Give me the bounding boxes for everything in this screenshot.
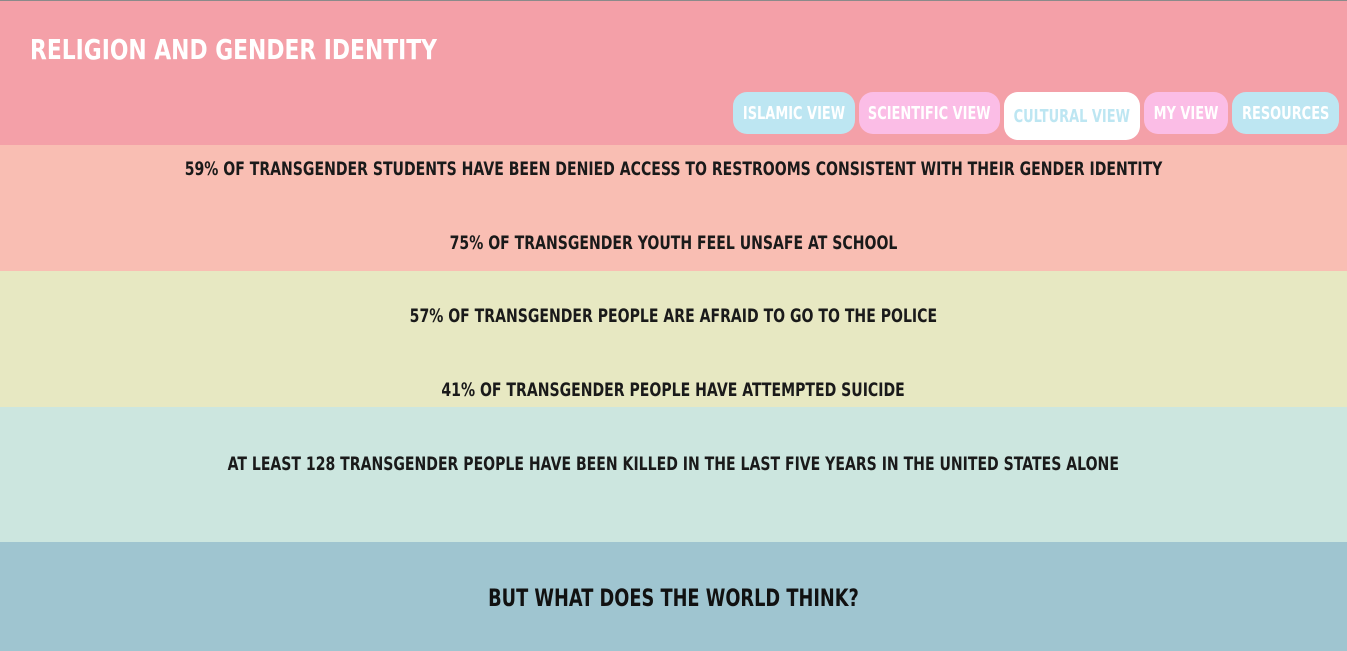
stat-text: AT LEAST 128 TRANSGENDER PEOPLE HAVE BEE… [227,453,1120,475]
tab-cultural-view[interactable]: CULTURAL VIEW [1004,92,1140,140]
stats-section-2: 57% OF TRANSGENDER PEOPLE ARE AFRAID TO … [0,271,1347,407]
stat-unsafe-school: 75% OF TRANSGENDER YOUTH FEEL UNSAFE AT … [0,232,1347,254]
site-header: RELIGION AND GENDER IDENTITY ISLAMIC VIE… [0,1,1347,145]
tab-islamic-view[interactable]: ISLAMIC VIEW [733,92,855,134]
stats-section-1: 59% OF TRANSGENDER STUDENTS HAVE BEEN DE… [0,145,1347,271]
stats-section-3: AT LEAST 128 TRANSGENDER PEOPLE HAVE BEE… [0,407,1347,542]
tab-label: MY VIEW [1153,102,1219,124]
tab-label: CULTURAL VIEW [1013,105,1131,127]
tab-scientific-view[interactable]: SCIENTIFIC VIEW [859,92,1000,134]
top-border [0,0,1347,1]
question-text: BUT WHAT DOES THE WORLD THINK? [488,584,859,612]
stat-suicide: 41% OF TRANSGENDER PEOPLE HAVE ATTEMPTED… [0,379,1347,401]
stat-text: 59% OF TRANSGENDER STUDENTS HAVE BEEN DE… [184,158,1163,180]
tab-label: SCIENTIFIC VIEW [868,102,991,124]
stat-restrooms: 59% OF TRANSGENDER STUDENTS HAVE BEEN DE… [0,158,1347,180]
tab-label: ISLAMIC VIEW [742,102,846,124]
stat-text: 57% OF TRANSGENDER PEOPLE ARE AFRAID TO … [409,305,938,327]
question-section: BUT WHAT DOES THE WORLD THINK? [0,542,1347,651]
tab-label: RESOURCES [1241,102,1330,124]
world-question-heading: BUT WHAT DOES THE WORLD THINK? [0,584,1347,612]
stat-police: 57% OF TRANSGENDER PEOPLE ARE AFRAID TO … [0,305,1347,327]
main-nav: ISLAMIC VIEW SCIENTIFIC VIEW CULTURAL VI… [733,92,1339,140]
stat-text: 75% OF TRANSGENDER YOUTH FEEL UNSAFE AT … [449,232,898,254]
tab-my-view[interactable]: MY VIEW [1144,92,1228,134]
tab-resources[interactable]: RESOURCES [1232,92,1339,134]
site-title[interactable]: RELIGION AND GENDER IDENTITY [30,33,437,66]
stat-text: 41% OF TRANSGENDER PEOPLE HAVE ATTEMPTED… [441,379,906,401]
stat-killed: AT LEAST 128 TRANSGENDER PEOPLE HAVE BEE… [0,453,1347,475]
